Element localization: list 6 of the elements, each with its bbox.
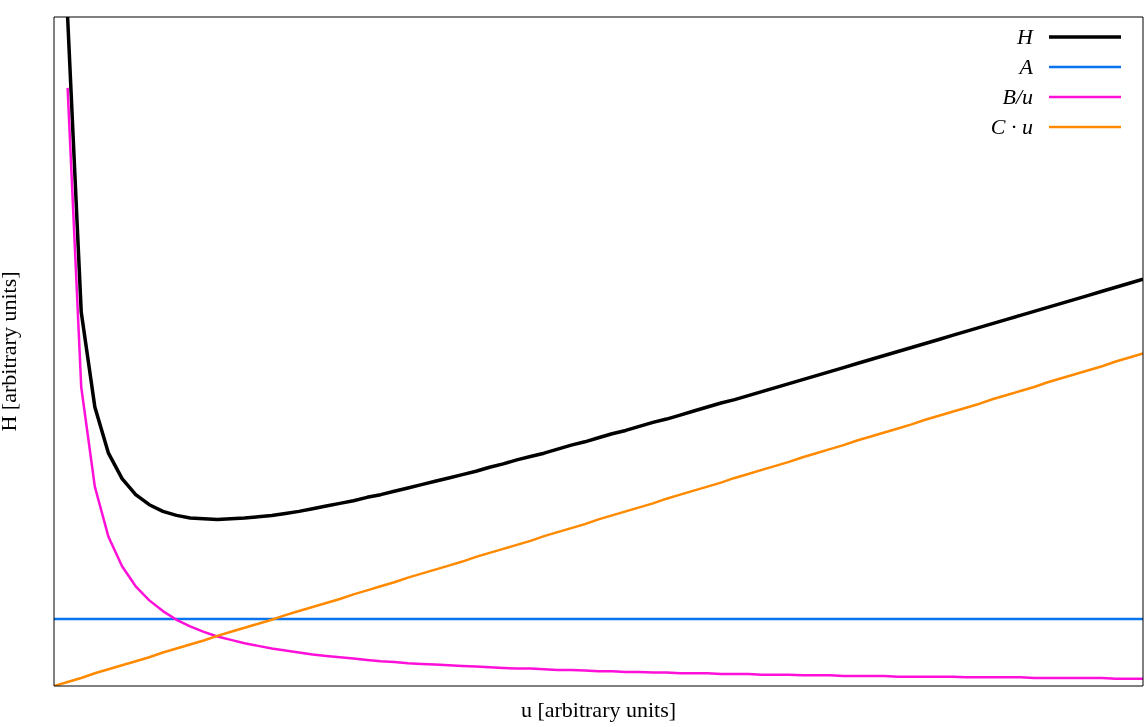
legend-label: A bbox=[1019, 54, 1033, 80]
legend-label: H bbox=[1017, 24, 1033, 50]
y-axis-title: H [arbitrary units] bbox=[0, 271, 21, 432]
x-axis-title: u [arbitrary units] bbox=[520, 697, 677, 722]
legend-label: B/u bbox=[1002, 84, 1033, 110]
legend-label: C · u bbox=[990, 114, 1033, 140]
